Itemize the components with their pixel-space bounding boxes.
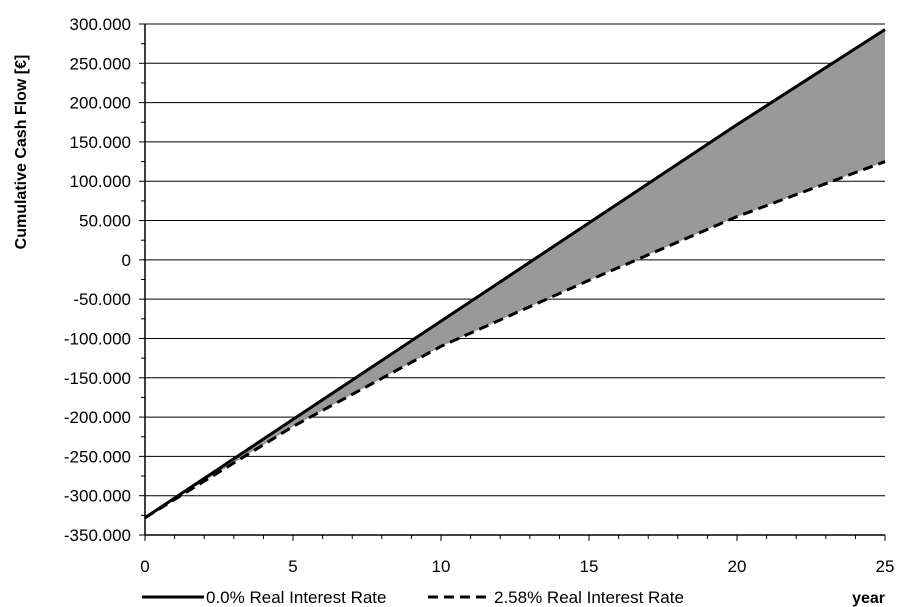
y-tick-label: -150.000: [64, 369, 131, 388]
series-line-0: [144, 28, 886, 519]
x-tick-label: 15: [580, 557, 599, 576]
series-line-1: [144, 160, 886, 519]
y-tick-label: -200.000: [64, 408, 131, 427]
y-tick-label: -50.000: [73, 290, 131, 309]
y-tick-label: -350.000: [64, 526, 131, 545]
y-tick-label: 50.000: [79, 212, 131, 231]
y-axis-title: Cumulative Cash Flow [€]: [13, 55, 30, 250]
y-tick-label: 150.000: [70, 133, 131, 152]
y-tick-label: -250.000: [64, 447, 131, 466]
y-tick-labels: 300.000 250.000 200.000 150.000 100.000 50.00…: [64, 15, 131, 545]
axes: [139, 23, 886, 541]
legend: 0.0% Real Interest Rate 2.58% Real Inter…: [142, 588, 684, 607]
x-axis-title: year: [852, 590, 885, 607]
legend-label-1: 2.58% Real Interest Rate: [494, 588, 684, 607]
series-lines: [144, 28, 886, 519]
y-tick-label: 0: [122, 251, 131, 270]
x-tick-label: 20: [728, 557, 747, 576]
y-tick-label: 300.000: [70, 15, 131, 34]
legend-label-0: 0.0% Real Interest Rate: [206, 588, 386, 607]
y-tick-label: 250.000: [70, 54, 131, 73]
x-tick-labels: 0 5 10 15 20 25: [140, 557, 894, 576]
y-tick-label: 100.000: [70, 172, 131, 191]
y-tick-label: -100.000: [64, 329, 131, 348]
x-tick-label: 5: [288, 557, 297, 576]
x-tick-label: 10: [432, 557, 451, 576]
x-tick-label: 0: [140, 557, 149, 576]
x-tick-label: 25: [876, 557, 895, 576]
y-tick-label: 200.000: [70, 94, 131, 113]
y-tick-label: -300.000: [64, 487, 131, 506]
